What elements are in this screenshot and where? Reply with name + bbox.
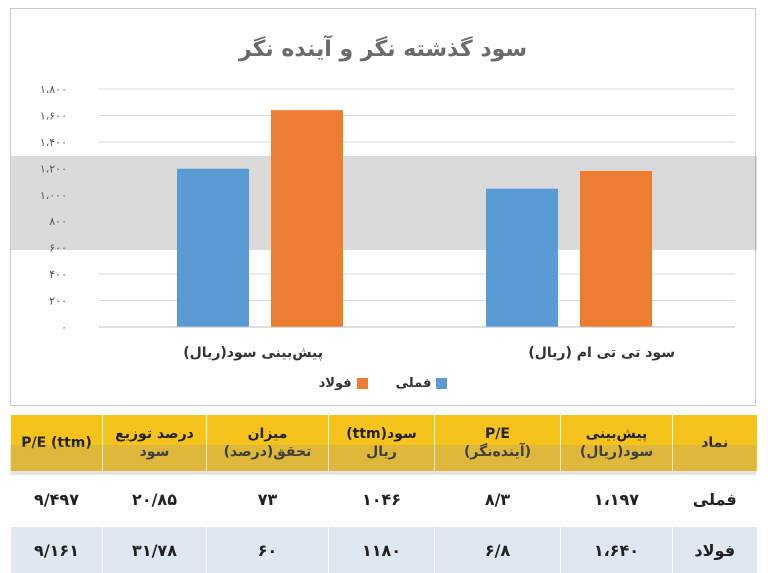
y-tick-label: ۱،۰۰۰ [40,189,67,202]
y-tick-label: ۶۰۰ [49,242,67,255]
header-symbol: نماد [672,415,757,471]
legend-label-fameli: فملی [395,376,432,391]
legend-item-foolad: فولاد [319,376,368,391]
y-tick-label: ۰ [61,321,67,334]
chart-frame: سود گذشته نگر و آینده نگر ۰ ۲۰۰ ۴۰۰ ۶۰۰ ۸۰۰ ۱… [10,8,757,406]
y-tick-label: ۱،۸۰۰ [40,83,67,96]
cell-distribution: ۲۰/۸۵ [102,471,207,527]
legend-label-foolad: فولاد [318,376,352,391]
chart-title: سود گذشته نگر و آینده نگر [238,37,528,62]
bar-foolad-0 [271,110,343,328]
y-tick-label: ۲۰۰ [49,295,67,308]
cell-pe-ttm: ۹/۴۹۷ [10,471,103,527]
pe-comparison-table: نماد پیش‌بینی سود(ریال) P/E (آینده‌نگر) سو… [10,415,757,573]
bar-fameli-1 [486,188,558,327]
cell-forecast-profit: ۱،۱۹۷ [560,471,673,527]
y-tick-label: ۱،۲۰۰ [40,162,67,175]
cell-realization: ۶۰ [206,527,329,573]
cell-distribution: ۳۱/۷۸ [102,527,207,573]
cell-symbol: فولاد [672,527,757,573]
header-forecast-profit: پیش‌بینی سود(ریال) [560,415,673,471]
y-tick-label: ۸۰۰ [49,215,67,228]
cell-pe-ttm: ۹/۱۶۱ [10,527,103,573]
table-header-row: نماد پیش‌بینی سود(ریال) P/E (آینده‌نگر) سو… [10,415,757,471]
legend-swatch-foolad [356,378,368,389]
header-profit-ttm: سود(ttm) ریال [328,415,435,471]
header-pe-forward: P/E (آینده‌نگر) [434,415,561,471]
y-tick-label: ۱،۶۰۰ [40,109,67,122]
chart-legend: فولاد فملی [11,376,755,391]
cell-forecast-profit: ۱،۶۴۰ [560,527,673,573]
category-label-ttm: سود تی تی ام (ریال) [528,345,675,361]
cell-profit-ttm: ۱۱۸۰ [328,527,435,573]
header-realization: میزان تحقق(درصد) [206,415,329,471]
y-tick-label: ۱،۴۰۰ [40,136,67,149]
header-pe-ttm: P/E (ttm) [10,415,103,471]
bar-fameli-0 [177,168,249,327]
cell-realization: ۷۳ [206,471,329,527]
legend-swatch-fameli [436,378,448,389]
cell-pe-forward: ۶/۸ [434,527,561,573]
category-label-forecast: پیش‌بینی سود(ریال) [183,345,323,361]
header-distribution: درصد توزیع سود [102,415,207,471]
y-tick-label: ۴۰۰ [49,268,67,281]
table-row: فملی ۱،۱۹۷ ۸/۳ ۱۰۴۶ ۷۳ ۲۰/۸۵ ۹/۴۹۷ [10,471,757,527]
bar-chart: ۰ ۲۰۰ ۴۰۰ ۶۰۰ ۸۰۰ ۱،۰۰۰ ۱،۲۰۰ ۱،۴۰۰ ۱،۶۰۰ ۱،۸۰۰ [40,83,735,334]
table-row: فولاد ۱،۶۴۰ ۶/۸ ۱۱۸۰ ۶۰ ۳۱/۷۸ ۹/۱۶۱ [10,527,757,573]
cell-pe-forward: ۸/۳ [434,471,561,527]
cell-symbol: فملی [672,471,757,527]
bar-foolad-1 [580,170,652,327]
legend-item-fameli: فملی [396,376,448,391]
cell-profit-ttm: ۱۰۴۶ [328,471,435,527]
